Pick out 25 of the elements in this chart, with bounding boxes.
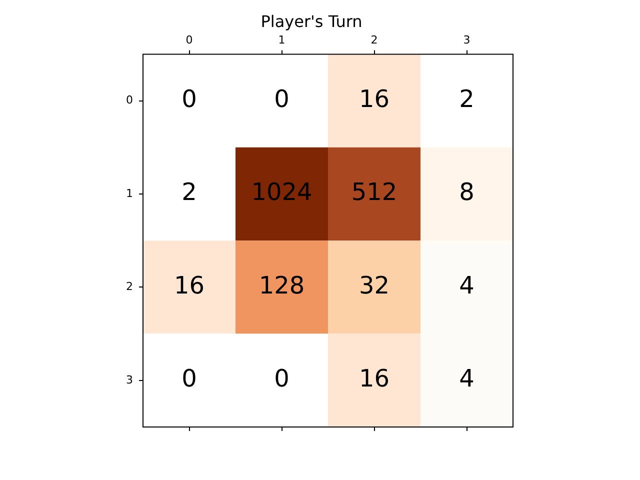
y-tick-label: 0: [126, 94, 133, 107]
data-label: 0: [182, 85, 197, 114]
chart-title: Player's Turn: [260, 12, 362, 31]
data-label: 4: [459, 271, 474, 300]
data-label: 1024: [251, 178, 312, 206]
data-label: 16: [358, 85, 390, 114]
data-label: 32: [358, 271, 390, 300]
data-label: 2: [182, 178, 197, 206]
data-label: 16: [174, 271, 205, 300]
x-tick-label: 2: [370, 33, 378, 46]
data-label: 0: [274, 85, 290, 114]
data-label: 4: [459, 364, 474, 393]
y-tick-label: 1: [126, 186, 133, 200]
x-tick-label: 0: [186, 33, 193, 46]
y-tick-label: 3: [126, 373, 133, 386]
x-tick-label: 3: [463, 33, 470, 46]
data-label: 8: [459, 178, 474, 206]
x-tick-label: 1: [278, 33, 286, 46]
data-label: 0: [182, 364, 197, 393]
data-label: 2: [459, 85, 474, 114]
y-tick-label: 2: [126, 280, 133, 294]
data-label: 512: [351, 178, 398, 206]
data-label: 0: [274, 364, 290, 393]
data-label: 128: [258, 271, 305, 300]
data-label: 16: [358, 364, 390, 393]
